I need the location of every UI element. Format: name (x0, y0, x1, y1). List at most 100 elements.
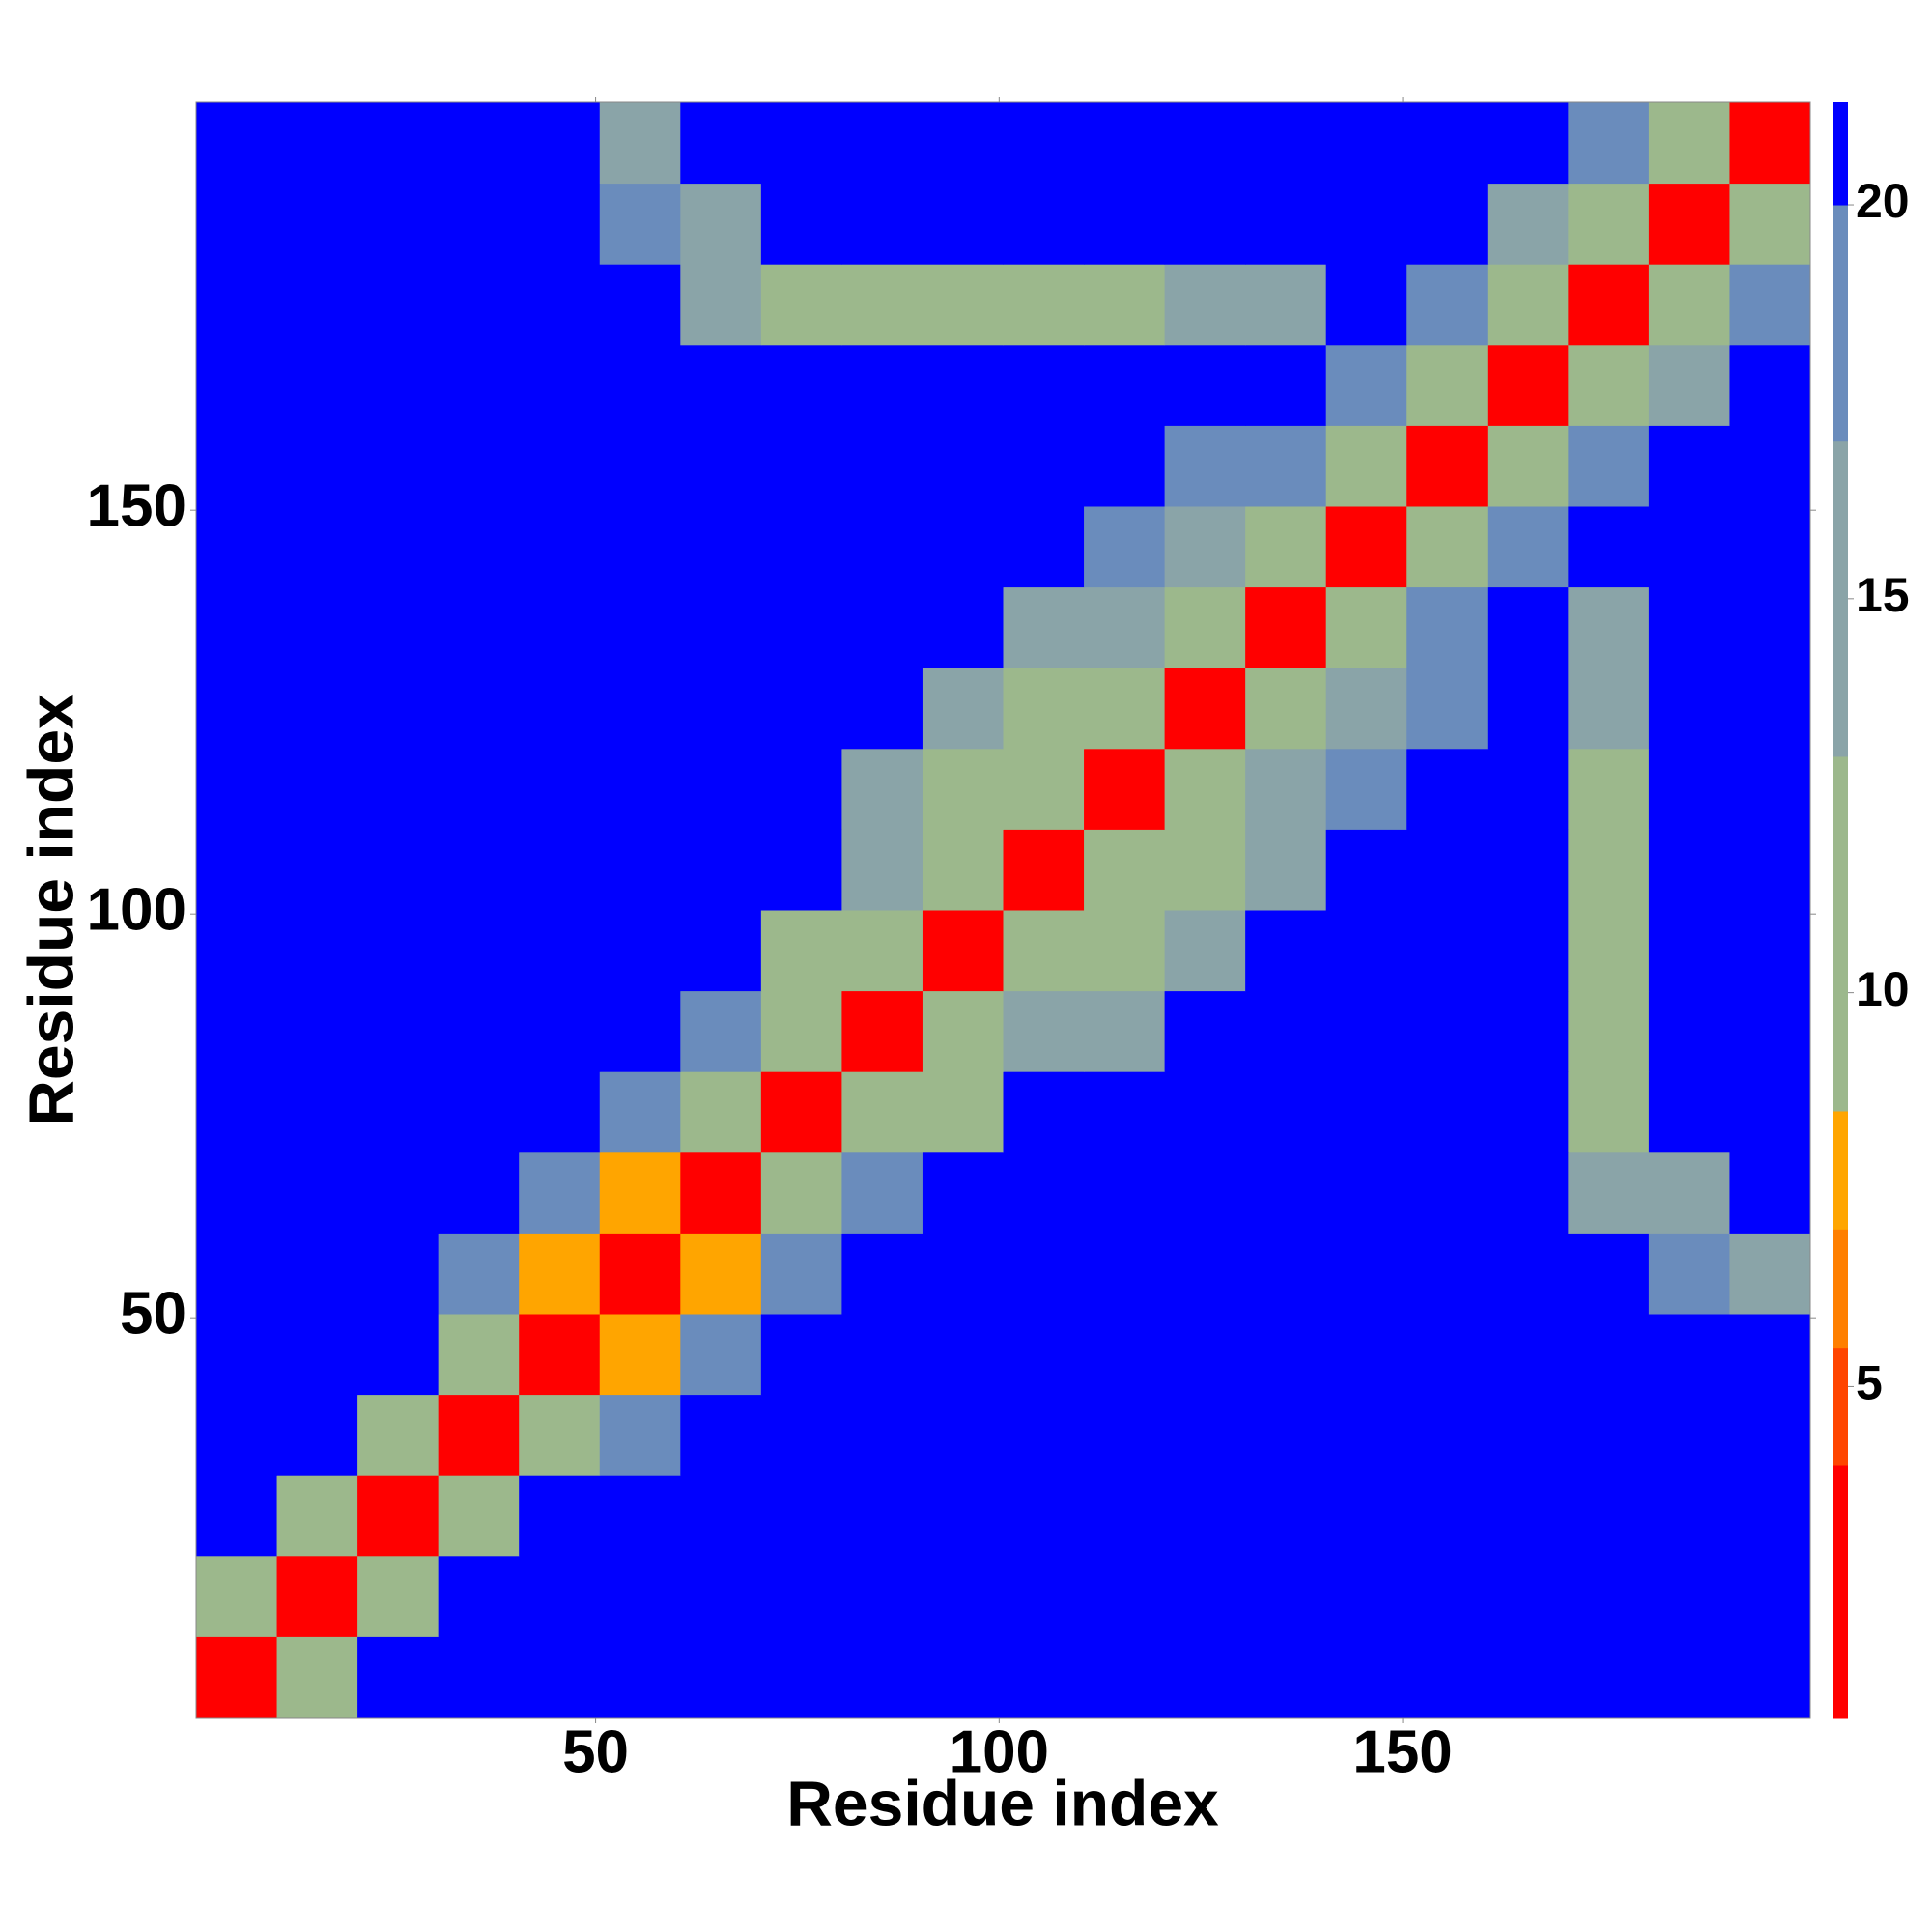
heatmap-cell (1729, 425, 1811, 507)
heatmap-cell (922, 425, 1004, 507)
heatmap-cell (841, 990, 923, 1072)
heatmap-cell (1568, 829, 1650, 911)
heatmap-cell (1568, 1394, 1650, 1476)
heatmap-cell (1648, 1555, 1730, 1637)
heatmap-cell (760, 748, 842, 830)
heatmap-cell (1406, 264, 1489, 346)
heatmap-cell (196, 183, 278, 265)
heatmap-cell (1245, 1071, 1327, 1153)
heatmap-cell (1729, 1555, 1811, 1637)
heatmap-cell (196, 1233, 278, 1315)
heatmap-cell (1245, 990, 1327, 1072)
heatmap-cell (760, 1475, 842, 1557)
heatmap-cell (276, 102, 358, 185)
heatmap-cell (1648, 1394, 1730, 1476)
heatmap-cell (1084, 102, 1166, 185)
heatmap-cell (1648, 829, 1730, 911)
heatmap-cell (1406, 1233, 1489, 1315)
heatmap-cell (680, 425, 762, 507)
heatmap-cell (519, 748, 601, 830)
heatmap-cell (1487, 748, 1569, 830)
heatmap-cell (1084, 668, 1166, 750)
heatmap-cell (1164, 102, 1246, 185)
heatmap-cell (357, 506, 440, 588)
heatmap-cell (1325, 102, 1407, 185)
heatmap-cell (1648, 1233, 1730, 1315)
heatmap-cell (438, 344, 520, 426)
colorbar-level (1833, 440, 1848, 757)
heatmap-cell (922, 1071, 1004, 1153)
heatmap-cell (760, 910, 842, 992)
heatmap-cell (1729, 1071, 1811, 1153)
heatmap-cell (357, 1555, 440, 1637)
heatmap-cell (1245, 1151, 1327, 1234)
heatmap-cell (438, 506, 520, 588)
heatmap-cell (1729, 102, 1811, 185)
heatmap-cell (841, 1233, 923, 1315)
heatmap-cell (599, 344, 681, 426)
heatmap-cell (1568, 506, 1650, 588)
heatmap-cell (760, 1233, 842, 1315)
heatmap-cell (1245, 1636, 1327, 1719)
heatmap-cell (1245, 264, 1327, 346)
x-tick-label: 150 (1352, 1719, 1452, 1785)
heatmap-cell (1487, 344, 1569, 426)
heatmap-cell (922, 910, 1004, 992)
heatmap-cell (1084, 1151, 1166, 1234)
heatmap-cell (1648, 668, 1730, 750)
heatmap-cell (841, 829, 923, 911)
heatmap-cell (1003, 183, 1085, 265)
heatmap-cell (841, 668, 923, 750)
heatmap-cell (1487, 1555, 1569, 1637)
heatmap-cell (1487, 1314, 1569, 1396)
heatmap-cell (1406, 586, 1489, 668)
heatmap-cell (1164, 1475, 1246, 1557)
heatmap-cell (438, 102, 520, 185)
colorbar-level (1833, 1229, 1848, 1349)
heatmap-cell (438, 910, 520, 992)
heatmap-cell (357, 1475, 440, 1557)
heatmap-cell (1325, 1475, 1407, 1557)
heatmap-cell (1164, 990, 1246, 1072)
heatmap-cell (1568, 586, 1650, 668)
heatmap-cell (1406, 910, 1489, 992)
heatmap-cell (922, 748, 1004, 830)
heatmap-cell (357, 1636, 440, 1719)
heatmap-cell (922, 102, 1004, 185)
heatmap-cell (599, 748, 681, 830)
heatmap-cell (196, 586, 278, 668)
heatmap-cell (1325, 1233, 1407, 1315)
heatmap-cell (1648, 344, 1730, 426)
heatmap-cell (1648, 264, 1730, 346)
heatmap-cell (1245, 829, 1327, 911)
heatmap-cell (1084, 506, 1166, 588)
heatmap-cell (1729, 1314, 1811, 1396)
heatmap-cell (760, 1071, 842, 1153)
heatmap-cell (1568, 668, 1650, 750)
heatmap-cell (1325, 990, 1407, 1072)
heatmap-cell (1325, 425, 1407, 507)
heatmap-cell (1729, 748, 1811, 830)
heatmap-cell (1406, 990, 1489, 1072)
heatmap-cell (599, 1151, 681, 1234)
heatmap-cell (1325, 1071, 1407, 1153)
heatmap-cell (841, 1394, 923, 1476)
heatmap-cell (1487, 264, 1569, 346)
heatmap-cell (1164, 1151, 1246, 1234)
heatmap-cell (599, 829, 681, 911)
heatmap-cell (599, 102, 681, 185)
heatmap-cell (438, 586, 520, 668)
heatmap-cell (1084, 1071, 1166, 1153)
heatmap-cell (519, 183, 601, 265)
y-axis-label: Residue index (14, 694, 86, 1126)
heatmap-cell (680, 990, 762, 1072)
heatmap-cell (1084, 829, 1166, 911)
heatmap-cell (1648, 1071, 1730, 1153)
plot-frame (195, 101, 1811, 1719)
x-tick-label: 50 (562, 1719, 629, 1785)
heatmap-cell (841, 183, 923, 265)
heatmap-cell (1325, 506, 1407, 588)
heatmap-cell (1164, 1394, 1246, 1476)
heatmap-cell (841, 264, 923, 346)
heatmap-cell (1164, 668, 1246, 750)
